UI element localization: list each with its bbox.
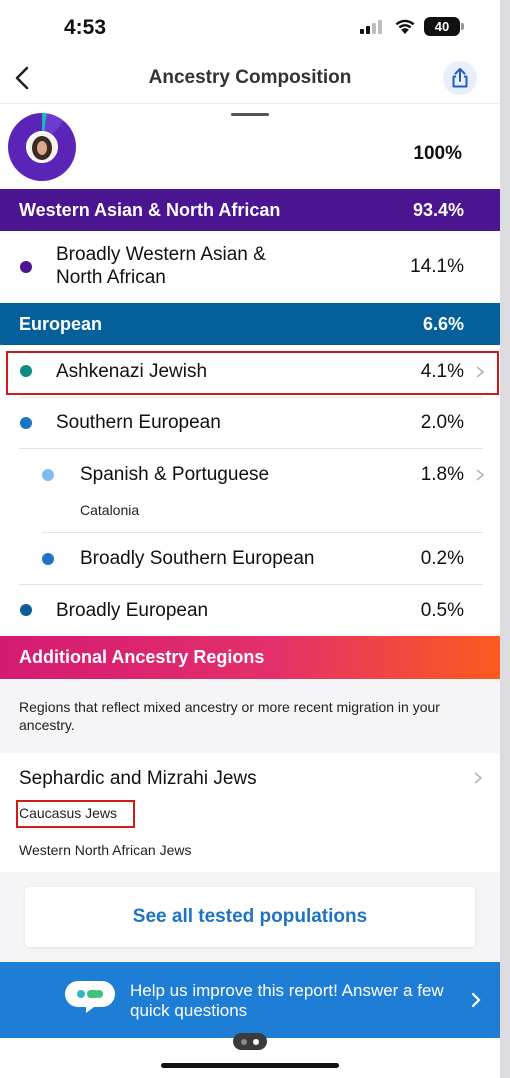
region-header-european: European 6.6% — [0, 303, 500, 345]
page-indicator[interactable] — [233, 1033, 267, 1050]
region-percent: 93.4% — [412, 200, 464, 220]
battery-cap — [461, 23, 464, 30]
home-indicator[interactable] — [161, 1063, 339, 1068]
row-divider — [19, 397, 483, 398]
chevron-right-icon — [476, 469, 485, 481]
row-percent: 0.2% — [420, 548, 464, 569]
cellular-signal-icon — [360, 20, 384, 34]
region-header-additional: Additional Ancestry Regions — [0, 636, 500, 679]
row-divider — [19, 584, 483, 585]
row-subregion: Catalonia — [80, 502, 140, 518]
row-name: Broadly European — [56, 600, 209, 621]
chevron-right-icon[interactable] — [472, 771, 484, 785]
row-name: Southern European — [56, 412, 221, 433]
row-broadly-european[interactable]: Broadly European 0.5% — [0, 585, 500, 636]
row-divider — [42, 532, 483, 533]
color-dot — [42, 553, 54, 565]
color-dot — [42, 469, 54, 481]
chevron-right-icon — [476, 366, 485, 378]
region-percent: 6.6% — [422, 314, 464, 334]
additional-group-title[interactable]: Sephardic and Mizrahi Jews — [19, 768, 257, 789]
highlight-box-ashkenazi — [6, 351, 499, 395]
navigation-bar: Ancestry Composition — [0, 52, 500, 104]
share-icon — [452, 68, 468, 88]
row-name: Ashkenazi Jewish — [56, 361, 208, 382]
color-dot — [20, 261, 32, 273]
screen-edge — [500, 0, 510, 1078]
row-percent: 1.8% — [420, 464, 464, 485]
battery-icon: 40 — [424, 17, 460, 36]
row-percent: 0.5% — [420, 600, 464, 621]
row-spanish-portuguese[interactable]: Spanish & Portuguese Catalonia 1.8% — [0, 449, 500, 533]
wifi-icon — [395, 19, 415, 34]
additional-description: Regions that reflect mixed ancestry or m… — [19, 699, 440, 733]
row-name-line1: Broadly Western Asian & — [56, 244, 266, 265]
row-ashkenazi-jewish[interactable]: Ashkenazi Jewish 4.1% — [0, 345, 500, 397]
sheet-grabber[interactable] — [231, 113, 269, 116]
row-divider — [19, 448, 483, 449]
page-title: Ancestry Composition — [148, 67, 352, 88]
row-name: Spanish & Portuguese — [80, 464, 270, 485]
row-percent: 14.1% — [410, 256, 464, 277]
highlight-box-caucasus — [16, 800, 135, 828]
region-label: European — [19, 314, 103, 334]
profile-photo — [26, 131, 58, 163]
ancestry-avatar[interactable] — [8, 113, 76, 181]
see-all-populations-button[interactable]: See all tested populations — [25, 887, 475, 947]
status-time: 4:53 — [64, 16, 107, 39]
total-row: 100% — [0, 110, 500, 190]
feedback-banner[interactable]: Help us improve this report! Answer a fe… — [0, 962, 500, 1038]
status-bar: 4:53 40 — [0, 0, 500, 52]
row-percent: 4.1% — [420, 361, 464, 382]
chat-bubble-icon — [65, 981, 115, 1013]
chevron-right-icon — [471, 992, 481, 1008]
row-southern-european[interactable]: Southern European 2.0% — [0, 397, 500, 449]
color-dot — [20, 365, 32, 377]
region-header-wana: Western Asian & North African 93.4% — [0, 189, 500, 231]
additional-item-western-north-african-jews: Western North African Jews — [19, 842, 192, 858]
additional-description-band: Regions that reflect mixed ancestry or m… — [0, 679, 500, 753]
additional-item-caucasus-jews: Caucasus Jews — [19, 805, 118, 821]
color-dot — [20, 604, 32, 616]
row-broadly-southern-european[interactable]: Broadly Southern European 0.2% — [0, 533, 500, 584]
row-name-line2: North African — [56, 267, 166, 288]
region-label: Western Asian & North African — [19, 200, 281, 220]
region-label: Additional Ancestry Regions — [19, 647, 265, 667]
back-chevron-icon[interactable] — [10, 64, 36, 92]
row-broadly-wana[interactable]: Broadly Western Asian & North African 14… — [0, 231, 500, 303]
color-dot — [20, 417, 32, 429]
total-percent: 100% — [413, 143, 462, 164]
row-name: Broadly Southern European — [80, 548, 315, 569]
row-percent: 2.0% — [420, 412, 464, 433]
feedback-text: Help us improve this report! Answer a fe… — [130, 981, 444, 1020]
battery-level: 40 — [434, 19, 450, 34]
share-button[interactable] — [443, 61, 477, 95]
